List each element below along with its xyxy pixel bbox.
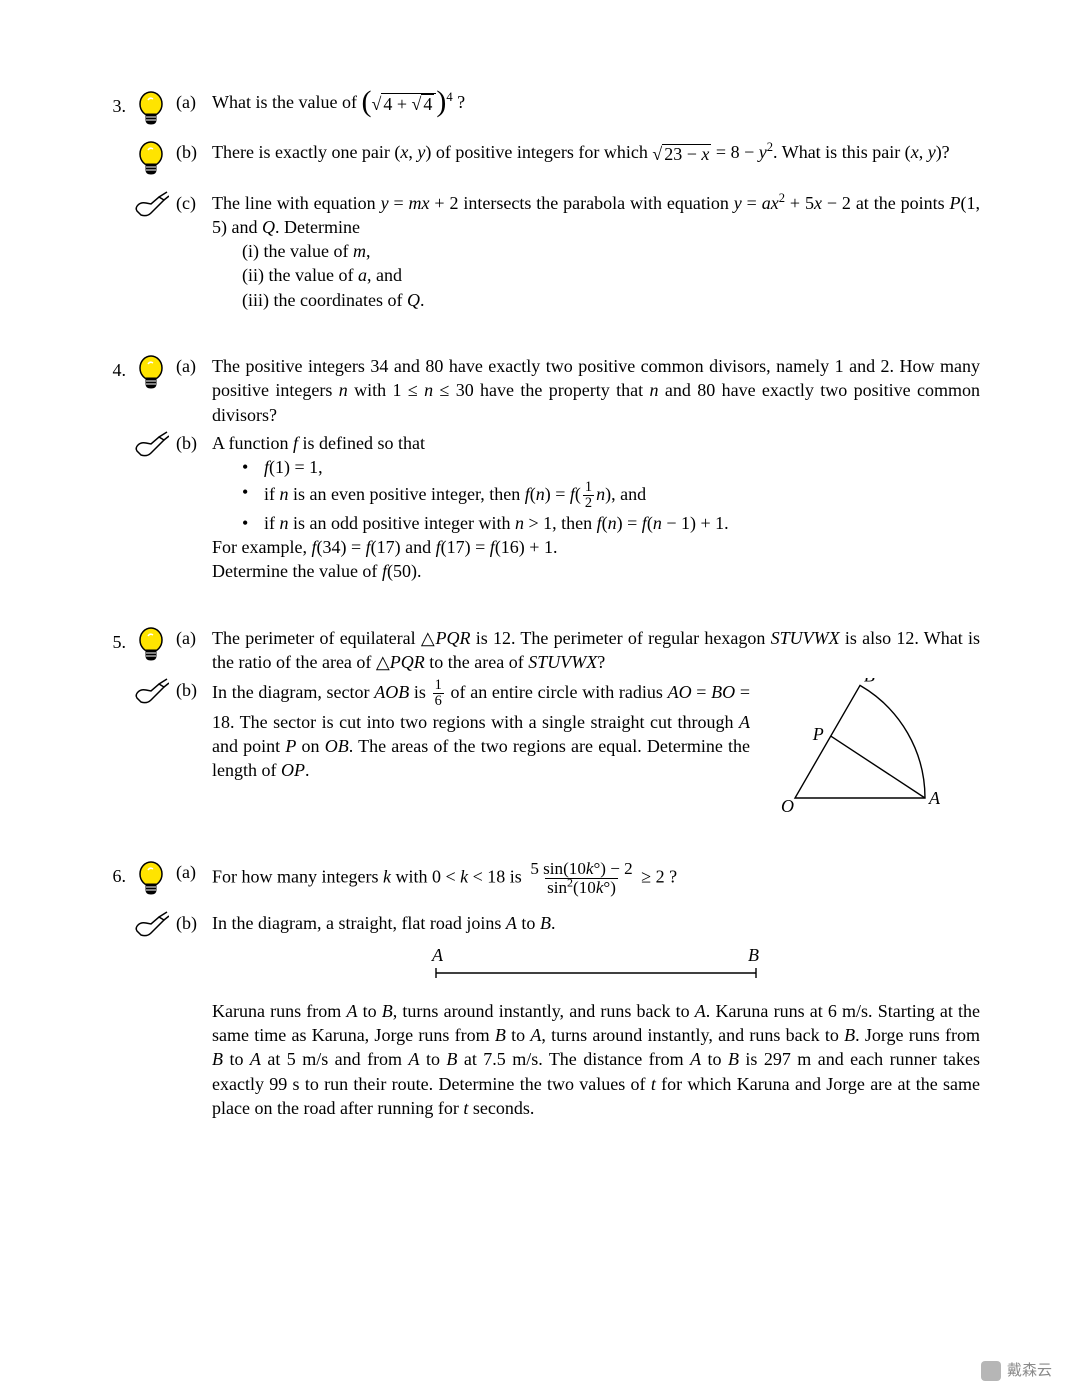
part-text-main: The line with equation y = mx + 2 inters… — [212, 191, 980, 240]
svg-text:A: A — [431, 945, 444, 965]
part-label: (a) — [176, 860, 206, 906]
svg-text:B: B — [864, 678, 875, 685]
problem-number: 3. — [100, 90, 126, 316]
part-text: The perimeter of equilateral △PQR is 12.… — [212, 626, 980, 675]
part-label: (b) — [176, 431, 206, 584]
lightbulb-icon — [136, 860, 166, 906]
part-label: (a) — [176, 626, 206, 675]
svg-text:A: A — [928, 788, 941, 808]
part-label: (b) — [176, 140, 206, 186]
part-6b: (b) In the diagram, a straight, flat roa… — [132, 911, 980, 1121]
part-text-main: In the diagram, a straight, flat road jo… — [212, 911, 980, 935]
problem-number: 5. — [100, 626, 126, 823]
part-3a: (a) What is the value of (√4 + √4)4 ? — [132, 90, 980, 136]
bullet-item: •if n is an odd positive integer with n … — [212, 511, 980, 535]
bullet-item: •f(1) = 1, — [212, 455, 980, 479]
lightbulb-icon — [136, 140, 166, 186]
lightbulb-icon — [136, 626, 166, 672]
bullet-item: •if n is an even positive integer, then … — [212, 480, 980, 511]
part-text: A function f is defined so that •f(1) = … — [212, 431, 980, 584]
part-label: (b) — [176, 678, 206, 818]
svg-text:B: B — [748, 945, 759, 965]
hand-writing-icon — [133, 678, 169, 714]
part-text-with-diagram: In the diagram, sector AOB is 16 of an e… — [212, 678, 980, 818]
problem-5: 5. (a) The perimeter of equilateral △PQR… — [100, 626, 980, 823]
part-text: For how many integers k with 0 < k < 18 … — [212, 860, 980, 906]
problem-4: 4. (a) The positive integers 34 and 80 h… — [100, 354, 980, 588]
page: 3. (a) What is the value of (√4 + √4)4 ?… — [0, 0, 1080, 1397]
sub-item: (i) the value of m, — [212, 239, 980, 263]
problem-number: 6. — [100, 860, 126, 1124]
hand-writing-icon — [133, 431, 169, 467]
part-text-main: A function f is defined so that — [212, 431, 980, 455]
sub-item: (ii) the value of a, and — [212, 263, 980, 287]
part-3c: (c) The line with equation y = mx + 2 in… — [132, 191, 980, 312]
sector-diagram: O A B P — [760, 678, 980, 818]
svg-text:P: P — [812, 724, 824, 744]
part-5a: (a) The perimeter of equilateral △PQR is… — [132, 626, 980, 675]
part-label: (a) — [176, 90, 206, 136]
part-text: What is the value of (√4 + √4)4 ? — [212, 90, 980, 136]
part-text: There is exactly one pair (x, y) of posi… — [212, 140, 980, 186]
road-diagram: A B — [212, 945, 980, 985]
sub-item: (iii) the coordinates of Q. — [212, 288, 980, 312]
part-label: (c) — [176, 191, 206, 312]
problem-body: (a) For how many integers k with 0 < k <… — [132, 860, 980, 1124]
problem-3: 3. (a) What is the value of (√4 + √4)4 ?… — [100, 90, 980, 316]
part-4b: (b) A function f is defined so that •f(1… — [132, 431, 980, 584]
svg-text:O: O — [781, 796, 794, 816]
tail-line: Determine the value of f(50). — [212, 559, 980, 583]
lightbulb-icon — [136, 90, 166, 136]
part-label: (a) — [176, 354, 206, 427]
lightbulb-icon — [136, 354, 166, 400]
problem-6: 6. (a) For how many integers k with 0 < … — [100, 860, 980, 1124]
hand-writing-icon — [133, 911, 169, 947]
footer-label: 戴森云 — [1007, 1361, 1052, 1381]
footer-watermark: 戴森云 — [981, 1361, 1052, 1381]
part-3b: (b) There is exactly one pair (x, y) of … — [132, 140, 980, 186]
part-text: The positive integers 34 and 80 have exa… — [212, 354, 980, 427]
part-text: In the diagram, a straight, flat road jo… — [212, 911, 980, 1121]
problem-body: (a) The perimeter of equilateral △PQR is… — [132, 626, 980, 823]
problem-body: (a) What is the value of (√4 + √4)4 ? (b… — [132, 90, 980, 316]
part-label: (b) — [176, 911, 206, 1121]
part-4a: (a) The positive integers 34 and 80 have… — [132, 354, 980, 427]
part-5b: (b) In the diagram, sector AOB is 16 of … — [132, 678, 980, 818]
tail-line: Karuna runs from A to B, turns around in… — [212, 999, 980, 1120]
footer-logo-icon — [981, 1361, 1001, 1381]
part-text: The line with equation y = mx + 2 inters… — [212, 191, 980, 312]
tail-line: For example, f(34) = f(17) and f(17) = f… — [212, 535, 980, 559]
part-text: In the diagram, sector AOB is 16 of an e… — [212, 678, 750, 818]
hand-writing-icon — [133, 191, 169, 227]
problem-number: 4. — [100, 354, 126, 588]
part-6a: (a) For how many integers k with 0 < k <… — [132, 860, 980, 906]
problem-body: (a) The positive integers 34 and 80 have… — [132, 354, 980, 588]
